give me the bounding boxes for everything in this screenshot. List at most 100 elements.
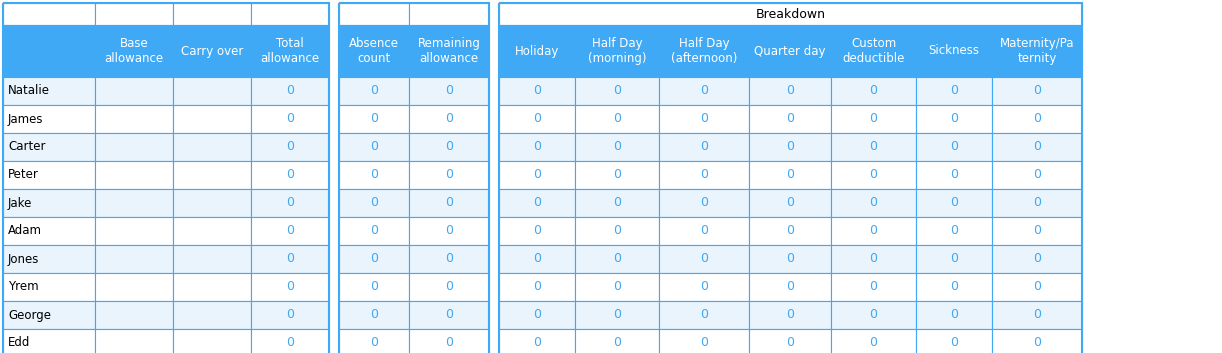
- Text: 0: 0: [286, 168, 295, 181]
- Text: 0: 0: [1033, 168, 1041, 181]
- Text: Quarter day: Quarter day: [754, 44, 826, 58]
- Bar: [576, 329, 659, 353]
- Bar: [338, 3, 489, 353]
- Text: 0: 0: [613, 168, 621, 181]
- Text: 0: 0: [870, 336, 877, 349]
- Bar: [251, 3, 329, 25]
- Bar: [95, 189, 174, 217]
- Bar: [251, 105, 329, 133]
- Text: Sickness: Sickness: [929, 44, 980, 58]
- Text: Half Day
(afternoon): Half Day (afternoon): [671, 37, 737, 65]
- Bar: [499, 245, 576, 273]
- Bar: [749, 105, 831, 133]
- Bar: [831, 133, 916, 161]
- Bar: [338, 189, 409, 217]
- Text: 0: 0: [613, 197, 621, 209]
- Text: 0: 0: [700, 225, 708, 238]
- Bar: [338, 25, 409, 77]
- Text: 0: 0: [445, 281, 453, 293]
- Bar: [659, 3, 749, 25]
- Text: 0: 0: [1033, 225, 1041, 238]
- Bar: [916, 217, 992, 245]
- Bar: [251, 273, 329, 301]
- Text: 0: 0: [870, 197, 877, 209]
- Bar: [2, 25, 95, 77]
- Bar: [992, 301, 1081, 329]
- Bar: [174, 245, 251, 273]
- Bar: [659, 105, 749, 133]
- Text: 0: 0: [286, 140, 295, 154]
- Text: 0: 0: [370, 309, 378, 322]
- Text: 0: 0: [533, 225, 541, 238]
- Bar: [2, 301, 95, 329]
- Text: Base
allowance: Base allowance: [104, 37, 164, 65]
- Text: 0: 0: [613, 140, 621, 154]
- Bar: [409, 105, 489, 133]
- Text: 0: 0: [370, 252, 378, 265]
- Bar: [831, 189, 916, 217]
- Bar: [251, 245, 329, 273]
- Text: 0: 0: [700, 168, 708, 181]
- Text: 0: 0: [286, 225, 295, 238]
- Bar: [831, 161, 916, 189]
- Bar: [95, 301, 174, 329]
- Bar: [659, 217, 749, 245]
- Bar: [2, 273, 95, 301]
- Text: 0: 0: [1033, 197, 1041, 209]
- Bar: [251, 25, 329, 77]
- Bar: [95, 133, 174, 161]
- Text: 0: 0: [700, 197, 708, 209]
- Text: Custom
deductible: Custom deductible: [842, 37, 904, 65]
- Bar: [499, 3, 1081, 25]
- Text: Jones: Jones: [9, 252, 39, 265]
- Bar: [2, 245, 95, 273]
- Bar: [749, 77, 831, 105]
- Bar: [659, 245, 749, 273]
- Bar: [174, 25, 251, 77]
- Bar: [831, 301, 916, 329]
- Text: Absence
count: Absence count: [349, 37, 400, 65]
- Bar: [992, 273, 1081, 301]
- Bar: [338, 105, 409, 133]
- Bar: [338, 77, 409, 105]
- Text: Holiday: Holiday: [514, 44, 560, 58]
- Text: 0: 0: [700, 252, 708, 265]
- Bar: [916, 301, 992, 329]
- Text: 0: 0: [870, 168, 877, 181]
- Bar: [749, 3, 831, 25]
- Text: 0: 0: [370, 113, 378, 126]
- Text: 0: 0: [786, 281, 794, 293]
- Text: 0: 0: [786, 225, 794, 238]
- Bar: [659, 329, 749, 353]
- Bar: [992, 161, 1081, 189]
- Text: 0: 0: [613, 252, 621, 265]
- Bar: [916, 245, 992, 273]
- Text: 0: 0: [445, 225, 453, 238]
- Text: Yrem: Yrem: [9, 281, 39, 293]
- Text: 0: 0: [533, 281, 541, 293]
- Bar: [409, 301, 489, 329]
- Bar: [409, 329, 489, 353]
- Bar: [338, 217, 409, 245]
- Bar: [749, 245, 831, 273]
- Bar: [576, 77, 659, 105]
- Bar: [95, 3, 174, 25]
- Text: 0: 0: [370, 168, 378, 181]
- Text: 0: 0: [1033, 309, 1041, 322]
- Bar: [749, 273, 831, 301]
- Text: 0: 0: [949, 281, 958, 293]
- Text: 0: 0: [370, 281, 378, 293]
- Bar: [2, 3, 329, 353]
- Text: 0: 0: [700, 281, 708, 293]
- Bar: [338, 133, 409, 161]
- Bar: [576, 189, 659, 217]
- Bar: [749, 189, 831, 217]
- Bar: [749, 161, 831, 189]
- Text: 0: 0: [870, 225, 877, 238]
- Text: 0: 0: [870, 140, 877, 154]
- Text: 0: 0: [700, 140, 708, 154]
- Text: 0: 0: [613, 309, 621, 322]
- Bar: [992, 329, 1081, 353]
- Text: 0: 0: [700, 336, 708, 349]
- Bar: [2, 217, 95, 245]
